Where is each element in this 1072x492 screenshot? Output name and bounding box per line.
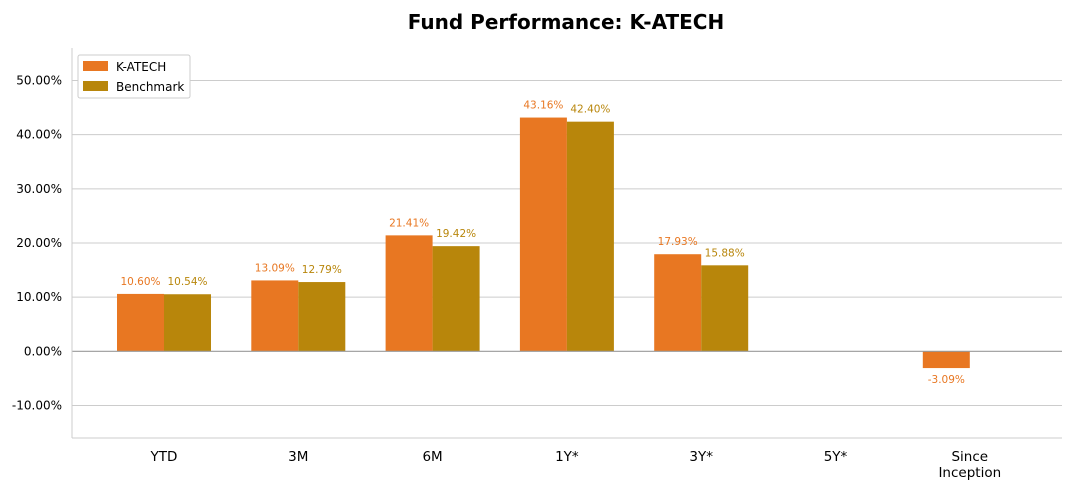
data-label: 10.54% <box>167 276 207 288</box>
bar-benchmark <box>432 246 480 352</box>
legend-label-k-atech: K-ATECH <box>116 60 166 74</box>
x-tick-label: 3M <box>288 449 308 465</box>
y-tick-label: 20.00% <box>16 236 62 250</box>
data-label: 15.88% <box>705 247 745 259</box>
bar-k-atech <box>922 351 970 369</box>
bar-benchmark <box>566 121 614 352</box>
bar-k-atech <box>654 254 702 352</box>
data-label: 19.42% <box>436 228 476 240</box>
data-label: -3.09% <box>928 374 965 386</box>
bar-k-atech <box>251 280 299 352</box>
x-tick-label: YTD <box>150 449 178 465</box>
data-label: 13.09% <box>255 262 295 274</box>
bar-benchmark <box>164 294 211 352</box>
bar-k-atech <box>385 235 433 352</box>
data-labels: 10.60% 13.09% 21.41% 43.16% 17.93% -3.09% 10.5… <box>72 100 1062 386</box>
data-label: 42.40% <box>570 104 610 116</box>
x-tick-label: 1Y* <box>555 449 579 465</box>
bar-benchmark <box>298 282 346 352</box>
y-tick-label: -10.00% <box>12 399 62 413</box>
bars <box>117 117 970 369</box>
y-tick-label: 10.00% <box>16 290 62 304</box>
x-tick-label: 3Y* <box>689 449 713 465</box>
legend: K-ATECH Benchmark <box>77 54 191 99</box>
bar-k-atech <box>519 117 567 352</box>
x-tick-label: Since Inception <box>938 449 1001 481</box>
axes: -10.00% 0.00% 10.00% 20.00% 30.00% 40.00% 50.0… <box>12 48 1062 481</box>
data-label: 12.79% <box>302 264 342 276</box>
data-label: 10.60% <box>120 276 160 288</box>
bar-benchmark <box>701 265 749 352</box>
legend-swatch-k-atech <box>83 61 108 71</box>
y-tick-label: 40.00% <box>16 128 62 142</box>
x-tick-label: 6M <box>422 449 442 465</box>
data-label: 21.41% <box>389 217 429 229</box>
legend-swatch-benchmark <box>83 81 108 91</box>
data-label: 17.93% <box>658 236 698 248</box>
y-tick-label: 50.00% <box>16 74 62 88</box>
x-tick-label: 5Y* <box>824 449 848 465</box>
y-tick-label: 0.00% <box>24 344 62 358</box>
data-label: 43.16% <box>523 100 563 112</box>
bar-k-atech <box>117 293 164 352</box>
legend-label-benchmark: Benchmark <box>116 80 184 94</box>
y-tick-label: 30.00% <box>16 182 62 196</box>
chart-title: Fund Performance: K-ATECH <box>408 10 724 34</box>
